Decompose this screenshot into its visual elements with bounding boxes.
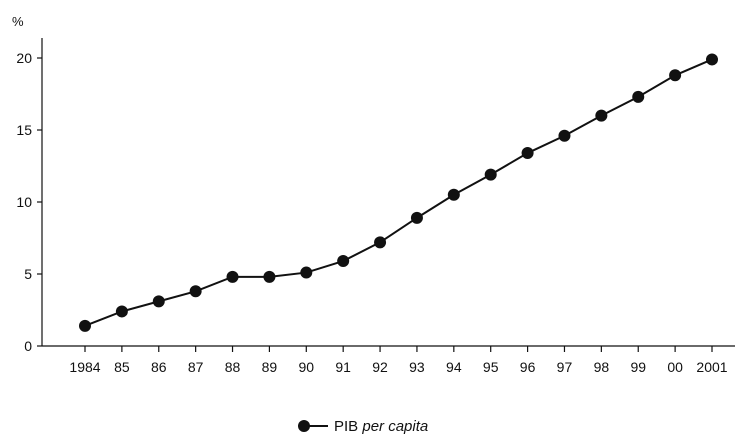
data-point	[706, 53, 718, 66]
x-tick-label: 85	[114, 359, 130, 375]
x-tick-label: 1984	[69, 359, 100, 375]
data-point	[300, 266, 313, 279]
legend-dash	[306, 425, 328, 427]
data-point	[484, 168, 497, 181]
legend-label-italic: per capita	[362, 417, 429, 435]
x-tick-label: 86	[151, 359, 167, 375]
x-tick-label: 87	[188, 359, 204, 375]
x-tick-label: 89	[262, 359, 278, 375]
x-tick-label: 97	[557, 359, 573, 375]
y-tick-label: 10	[16, 194, 32, 210]
data-point	[115, 305, 128, 318]
x-tick-label: 91	[335, 359, 351, 375]
x-axis: 1984 85 86 87 88 89 90 91 92 93 94 95 96 97 98 99 00 2001	[42, 345, 735, 375]
legend-line-marker-icon	[298, 419, 328, 433]
data-point	[79, 319, 91, 332]
y-tick-label: 5	[24, 266, 32, 282]
y-axis-unit-label: %	[12, 14, 24, 29]
data-point	[337, 255, 350, 268]
x-tick-label: 93	[409, 359, 425, 375]
legend-label-normal: PIB	[334, 417, 363, 435]
x-tick-label: 99	[630, 359, 646, 375]
data-point	[374, 236, 387, 249]
x-tick-label: 00	[667, 359, 683, 375]
series-pib-per-capita	[79, 53, 718, 332]
data-point	[632, 90, 645, 103]
data-point	[447, 188, 460, 201]
y-axis: 0 5 10 15 20	[16, 38, 43, 354]
y-tick-label: 15	[16, 122, 32, 138]
series-line	[84, 58, 713, 327]
data-point	[521, 147, 534, 160]
x-tick-label: 92	[372, 359, 388, 375]
x-tick-label: 95	[483, 359, 499, 375]
data-point	[263, 270, 276, 283]
data-point	[226, 270, 239, 283]
data-point	[595, 109, 608, 122]
y-tick-label: 20	[16, 50, 32, 66]
legend: PIB per capita	[298, 416, 428, 436]
x-tick-label: 90	[299, 359, 315, 375]
legend-label: PIB per capita	[334, 418, 428, 435]
data-point	[669, 69, 682, 82]
x-tick-label: 98	[594, 359, 610, 375]
data-point	[410, 211, 423, 224]
y-tick-label: 0	[24, 338, 32, 354]
data-point	[152, 295, 165, 308]
x-tick-label: 2001	[696, 359, 727, 375]
data-point	[558, 129, 571, 142]
data-point	[189, 285, 202, 298]
x-tick-label: 94	[446, 359, 462, 375]
x-tick-label: 96	[520, 359, 536, 375]
x-tick-label: 88	[225, 359, 241, 375]
legend-dot	[298, 420, 310, 432]
